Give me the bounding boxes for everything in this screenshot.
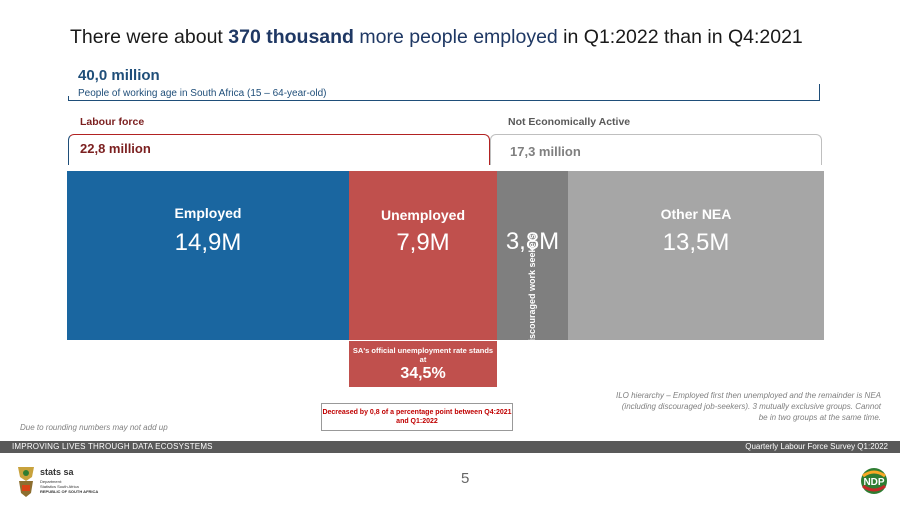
discouraged-block: 3,8M Discouraged work seekers	[497, 171, 568, 348]
footer-bar: IMPROVING LIVES THROUGH DATA ECOSYSTEMS …	[0, 441, 900, 453]
change-note: Decreased by 0,8 of a percentage point b…	[322, 409, 512, 425]
labour-force-title: Labour force	[80, 116, 145, 128]
nea-bracket	[490, 134, 822, 165]
discouraged-label: Discouraged work seekers	[527, 233, 537, 349]
footer-tagline: IMPROVING LIVES THROUGH DATA ECOSYSTEMS	[12, 442, 213, 451]
other-nea-label: Other NEA	[660, 206, 732, 222]
discouraged-value: 3,8M	[505, 228, 560, 255]
labour-force-value: 22,8 million	[80, 141, 151, 156]
headline-highlight: 370 thousand	[228, 26, 354, 48]
page-number: 5	[461, 470, 470, 487]
working-age-bracket-tick	[68, 96, 69, 100]
footer-survey-name: Quarterly Labour Force Survey Q1:2022	[745, 442, 888, 451]
other-nea-value: 13,5M	[662, 229, 730, 256]
working-age-value: 40,0 million	[78, 67, 160, 84]
other-nea-block: Other NEA 13,5M	[568, 171, 824, 340]
labour-force-bracket	[68, 134, 490, 165]
svg-text:Statistics South Africa: Statistics South Africa	[40, 484, 79, 489]
change-note-box: Decreased by 0,8 of a percentage point b…	[321, 403, 513, 431]
working-age-bracket	[68, 84, 820, 101]
unemployed-value: 7,9M	[396, 229, 450, 256]
svg-text:NDP: NDP	[863, 477, 884, 488]
svg-text:REPUBLIC OF SOUTH AFRICA: REPUBLIC OF SOUTH AFRICA	[40, 489, 98, 494]
unemployment-rate-value: 34,5%	[400, 365, 446, 382]
unemployment-rate-box: SA's official unemployment rate stands a…	[349, 341, 497, 387]
stats-sa-logo: stats sa Department: Statistics South Af…	[12, 463, 122, 499]
svg-text:Department:: Department:	[40, 479, 62, 484]
employed-value: 14,9M	[174, 229, 242, 256]
working-age-description: People of working age in South Africa (1…	[78, 88, 327, 99]
coat-of-arms-icon: stats sa Department: Statistics South Af…	[18, 467, 98, 497]
unemployment-rate-text: SA's official unemployment rate stands a…	[352, 346, 494, 364]
stats-sa-wordmark: stats sa	[40, 467, 75, 477]
slide-title: There were about 370 thousand more peopl…	[70, 26, 803, 48]
nea-title: Not Economically Active	[508, 116, 631, 128]
ilo-note: ILO hierarchy – Employed first then unem…	[615, 391, 881, 422]
nea-value: 17,3 million	[510, 144, 581, 159]
rounding-note: Due to rounding numbers may not add up	[20, 423, 168, 432]
unemployed-label: Unemployed	[380, 207, 465, 223]
ndp-icon: NDP	[861, 468, 887, 494]
unemployed-block: Unemployed 7,9M	[349, 171, 497, 340]
ndp-logo: NDP	[857, 466, 891, 496]
employed-block: Employed 14,9M	[67, 171, 349, 340]
employed-label: Employed	[174, 205, 242, 221]
